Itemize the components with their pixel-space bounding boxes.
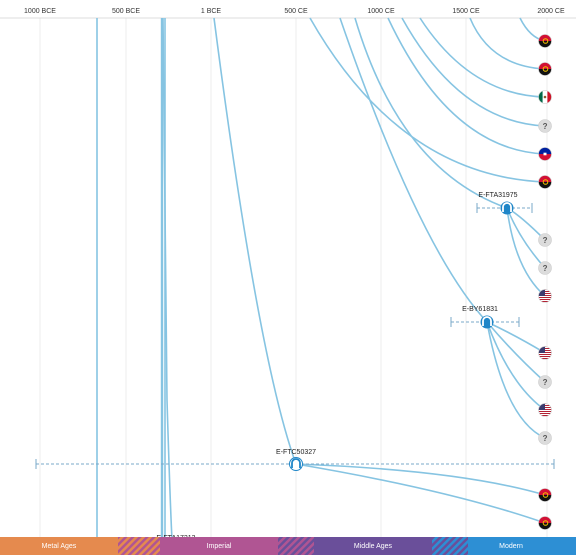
node-icon: [291, 458, 301, 468]
era-segment-metal-ages[interactable]: [0, 537, 118, 555]
branch-line[interactable]: [213, 17, 297, 465]
grid-lines: [39, 18, 548, 537]
era-label: Modern: [499, 543, 523, 550]
angola-flag-icon[interactable]: [538, 62, 552, 76]
angola-flag-icon[interactable]: [538, 175, 552, 189]
era-segment-modern[interactable]: [468, 537, 576, 555]
axis-tick-label: 1500 CE: [452, 8, 480, 15]
branch-line[interactable]: [354, 17, 508, 209]
axis-tick-label: 2000 CE: [537, 8, 565, 15]
haplogroup-node[interactable]: E-FTA31975: [478, 192, 518, 215]
era-label: Middle Ages: [354, 543, 393, 550]
haplogroup-node[interactable]: E-BY61831: [462, 306, 498, 329]
usa-flag-icon[interactable]: [538, 346, 552, 360]
branch-line[interactable]: [309, 17, 546, 183]
branch-line[interactable]: [295, 463, 546, 496]
usa-flag-icon[interactable]: [538, 403, 552, 417]
branch-line[interactable]: [419, 17, 546, 98]
unknown-mark: ?: [543, 236, 548, 245]
node-label: E-BY61831: [462, 306, 498, 313]
axis-tick-label: 500 CE: [284, 8, 308, 15]
unknown-mark: ?: [543, 122, 548, 131]
node-icon: [502, 202, 512, 212]
unknown-country-icon[interactable]: ?: [538, 261, 552, 275]
unknown-country-icon[interactable]: ?: [538, 375, 552, 389]
branch-line[interactable]: [401, 17, 546, 127]
branch-line[interactable]: [486, 321, 546, 411]
branch-line[interactable]: [486, 321, 546, 439]
haplogroup-node[interactable]: E-FTC50327: [276, 449, 316, 471]
era-label: Metal Ages: [42, 543, 77, 550]
axis-tick-label: 500 BCE: [112, 8, 140, 15]
branch-line[interactable]: [506, 207, 546, 297]
unknown-country-icon[interactable]: ?: [538, 119, 552, 133]
confidence-ranges: [35, 203, 555, 469]
era-transition: [278, 537, 314, 555]
era-transition: [118, 537, 160, 555]
branch-line[interactable]: [486, 321, 546, 383]
branch-line[interactable]: [295, 463, 546, 524]
node-label: E-FTC50327: [276, 449, 316, 456]
angola-flag-icon[interactable]: [538, 516, 552, 530]
era-segment-middle-ages[interactable]: [314, 537, 432, 555]
unknown-mark: ?: [543, 264, 548, 273]
branch-line[interactable]: [387, 17, 546, 155]
unknown-mark: ?: [543, 434, 548, 443]
era-bar: Metal Ages Imperial Middle Ages Modern: [0, 537, 576, 555]
branch-line[interactable]: [486, 321, 546, 354]
era-transition: [432, 537, 468, 555]
branch-line[interactable]: [469, 17, 546, 70]
time-axis: 1000 BCE 500 BCE 1 BCE 500 CE 1000 CE 15…: [0, 8, 576, 19]
axis-tick-label: 1000 CE: [367, 8, 395, 15]
axis-tick-label: 1000 BCE: [24, 8, 56, 15]
era-segment-imperial[interactable]: [160, 537, 278, 555]
node-label: E-FTA31975: [478, 192, 517, 199]
branch-line[interactable]: [162, 17, 173, 541]
mexico-flag-icon[interactable]: [538, 90, 552, 104]
leaf-markers[interactable]: ?????: [538, 34, 552, 530]
angola-flag-icon[interactable]: [538, 34, 552, 48]
era-label: Imperial: [207, 543, 232, 550]
lineage-branches[interactable]: [96, 17, 546, 541]
angola-flag-icon[interactable]: [538, 488, 552, 502]
axis-tick-label: 1 BCE: [201, 8, 222, 15]
branch-line[interactable]: [339, 17, 488, 323]
unknown-country-icon[interactable]: ?: [538, 431, 552, 445]
unknown-country-icon[interactable]: ?: [538, 233, 552, 247]
node-icon: [482, 316, 492, 326]
haiti-flag-icon[interactable]: [538, 147, 552, 161]
unknown-mark: ?: [543, 378, 548, 387]
usa-flag-icon[interactable]: [538, 289, 552, 303]
